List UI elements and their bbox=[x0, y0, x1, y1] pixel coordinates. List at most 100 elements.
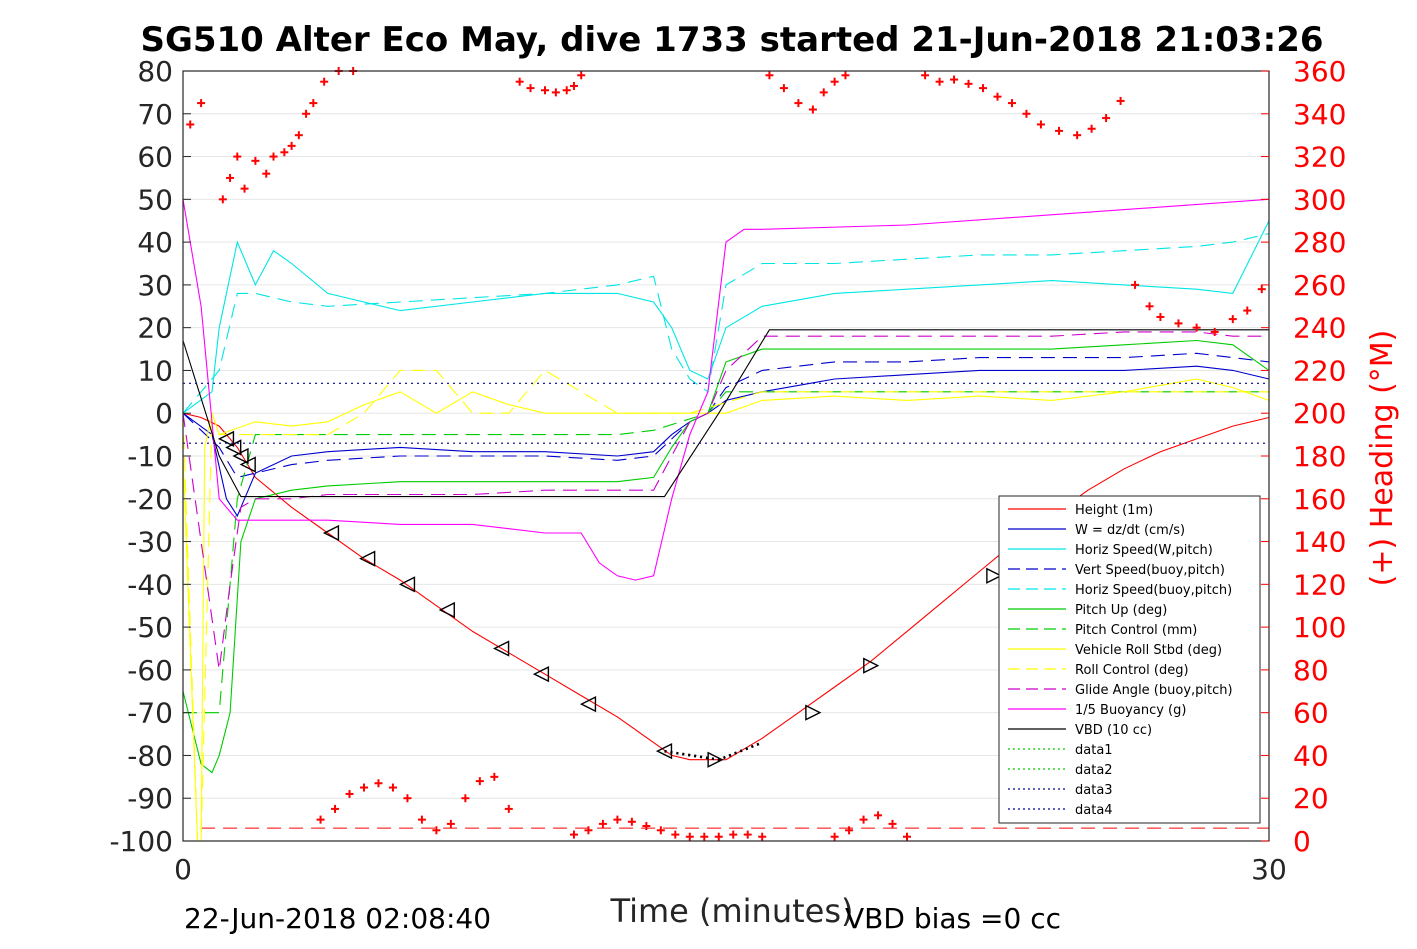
legend-item-glide: Glide Angle (buoy,pitch) bbox=[1008, 683, 1233, 698]
heading-point bbox=[269, 152, 278, 161]
legend-item-data4: data4 bbox=[1008, 803, 1113, 818]
heading-point bbox=[515, 77, 524, 86]
legend-label: 1/5 Buoyancy (g) bbox=[1075, 703, 1186, 718]
heading-point bbox=[360, 783, 368, 792]
legend-label: Glide Angle (buoy,pitch) bbox=[1075, 683, 1233, 698]
triangle-marker-down bbox=[217, 430, 235, 448]
heading-point bbox=[921, 71, 930, 80]
legend-item-pitch_ctrl: Pitch Control (mm) bbox=[1008, 623, 1197, 638]
heading-point bbox=[964, 79, 973, 88]
legend-item-data1: data1 bbox=[1008, 743, 1113, 758]
heading-point bbox=[251, 156, 260, 165]
y-right-tick-label: 80 bbox=[1293, 654, 1329, 687]
heading-point bbox=[417, 815, 426, 824]
heading-point bbox=[1022, 109, 1031, 118]
heading-point bbox=[808, 105, 817, 114]
legend-label: Pitch Up (deg) bbox=[1075, 603, 1167, 618]
series-line-pitch_ctrl bbox=[183, 391, 1269, 714]
chart-title: SG510 Alter Eco May, dive 1733 started 2… bbox=[140, 20, 1323, 60]
legend-item-w: W = dz/dt (cm/s) bbox=[1008, 523, 1185, 538]
triangle-marker-down bbox=[232, 447, 249, 465]
y-tick-label: 20 bbox=[137, 312, 173, 345]
heading-point bbox=[859, 815, 868, 824]
heading-point bbox=[287, 141, 296, 150]
x-axis-label: Time (minutes) bbox=[610, 892, 854, 930]
legend-label: Vehicle Roll Stbd (deg) bbox=[1075, 643, 1222, 658]
legend-item-roll_ctrl: Roll Control (deg) bbox=[1008, 663, 1189, 678]
y-right-tick-label: 340 bbox=[1293, 98, 1346, 131]
heading-point bbox=[461, 794, 470, 803]
heading-point bbox=[700, 832, 709, 841]
y-tick-label: 0 bbox=[155, 397, 173, 430]
y-right-tick-label: 60 bbox=[1293, 697, 1329, 730]
heading-point bbox=[584, 826, 593, 835]
triangle-markers bbox=[217, 430, 1003, 768]
y-right-tick-label: 240 bbox=[1293, 312, 1346, 345]
y-tick-label: 80 bbox=[137, 55, 173, 88]
heading-point bbox=[656, 826, 665, 835]
legend-item-buoyancy: 1/5 Buoyancy (g) bbox=[1008, 703, 1186, 718]
heading-point bbox=[1116, 96, 1125, 105]
heading-point bbox=[197, 99, 206, 108]
triangle-marker-up bbox=[863, 657, 880, 674]
triangle-marker-down bbox=[438, 601, 455, 619]
heading-point bbox=[845, 826, 854, 835]
triangle-marker-down bbox=[322, 524, 340, 542]
legend-item-vbd: VBD (10 cc) bbox=[1008, 723, 1152, 738]
series-layer bbox=[182, 198, 1270, 842]
y-tick-label: -80 bbox=[127, 739, 173, 772]
heading-point bbox=[577, 71, 586, 80]
heading-point bbox=[302, 109, 311, 118]
legend-label: W = dz/dt (cm/s) bbox=[1075, 523, 1185, 538]
series-line-roll bbox=[182, 378, 1270, 842]
legend-box bbox=[998, 495, 1261, 824]
series-line-buoyancy bbox=[182, 198, 1270, 581]
heading-point bbox=[240, 184, 249, 193]
heading-point bbox=[345, 789, 354, 798]
legend-label: Vert Speed(buoy,pitch) bbox=[1075, 563, 1225, 578]
heading-point bbox=[1145, 302, 1154, 311]
triangle-marker-up bbox=[986, 567, 1003, 584]
heading-point bbox=[950, 75, 959, 84]
heading-point bbox=[1073, 131, 1082, 140]
heading-point bbox=[475, 777, 484, 786]
heading-point bbox=[1210, 327, 1219, 336]
legend-label: data3 bbox=[1075, 783, 1113, 798]
legend-label: Horiz Speed(buoy,pitch) bbox=[1075, 583, 1232, 598]
heading-point bbox=[233, 152, 242, 161]
heading-point bbox=[504, 804, 513, 813]
heading-point bbox=[262, 169, 271, 178]
heading-point bbox=[714, 832, 723, 841]
y-tick-label: -100 bbox=[109, 825, 173, 858]
legend-item-pitch_up: Pitch Up (deg) bbox=[1008, 603, 1167, 618]
y-right-tick-label: 300 bbox=[1293, 183, 1346, 216]
legend-label: Height (1m) bbox=[1075, 503, 1153, 518]
legend-label: Horiz Speed(W,pitch) bbox=[1075, 543, 1213, 558]
heading-point bbox=[743, 830, 752, 839]
triangle-marker-down bbox=[655, 743, 673, 760]
series-line-glide bbox=[182, 331, 1269, 670]
y-tick-label: -20 bbox=[127, 483, 173, 516]
y-tick-label: 40 bbox=[137, 226, 173, 259]
legend-label: Roll Control (deg) bbox=[1075, 663, 1189, 678]
y-tick-label: -60 bbox=[127, 654, 173, 687]
triangle-marker-up bbox=[707, 751, 724, 768]
heading-point bbox=[186, 120, 195, 129]
legend-item-horiz_buoy: Horiz Speed(buoy,pitch) bbox=[1008, 583, 1232, 598]
triangle-marker-down bbox=[492, 640, 510, 657]
heading-point bbox=[1174, 319, 1183, 328]
y-right-tick-label: 120 bbox=[1293, 568, 1346, 601]
series-line-w bbox=[182, 365, 1270, 518]
legend-item-vert_buoy: Vert Speed(buoy,pitch) bbox=[1008, 563, 1225, 578]
footer-timestamp: 22-Jun-2018 02:08:40 bbox=[184, 902, 491, 935]
triangle-marker-down bbox=[579, 695, 597, 713]
triangle-marker-down bbox=[239, 456, 256, 473]
y-tick-label: 60 bbox=[137, 141, 173, 174]
series-line-roll_ctrl bbox=[182, 369, 1269, 842]
y-axis-right-label: (+) Heading (°M) bbox=[1365, 330, 1400, 587]
y-right-tick-label: 200 bbox=[1293, 397, 1346, 430]
legend-label: Pitch Control (mm) bbox=[1075, 623, 1197, 638]
y-right-tick-label: 180 bbox=[1293, 440, 1346, 473]
series-line-horiz_buoy bbox=[182, 233, 1270, 414]
